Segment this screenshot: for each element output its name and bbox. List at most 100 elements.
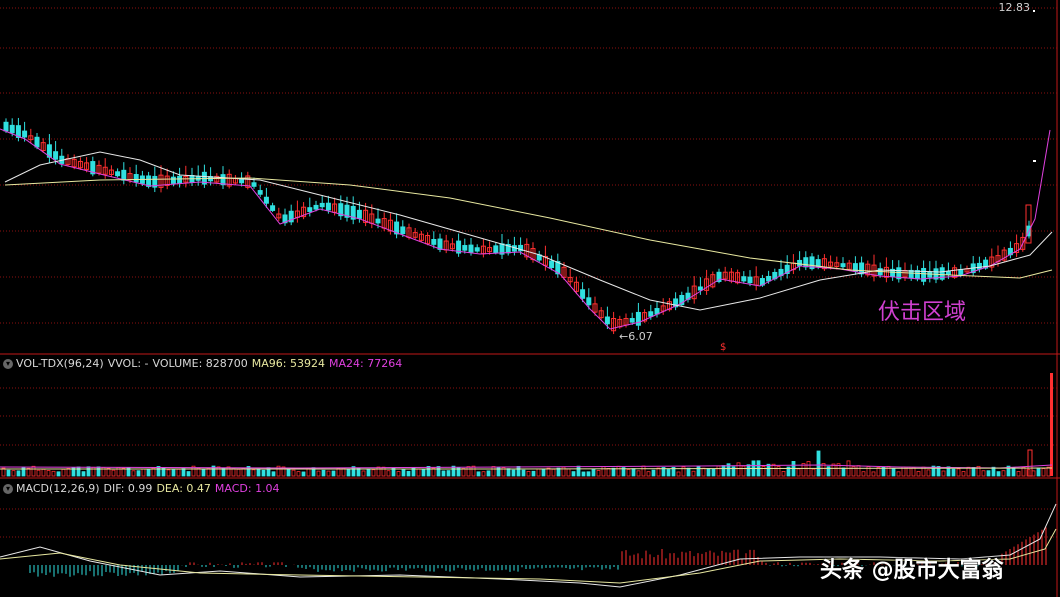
candle-body <box>282 214 288 224</box>
volume-bar <box>771 463 776 477</box>
candle-body <box>945 270 951 276</box>
candle-body <box>449 243 455 250</box>
volume-chart[interactable] <box>0 355 1060 479</box>
volume-bar <box>541 468 546 477</box>
volume-bar <box>646 471 651 477</box>
volume-bar <box>961 471 966 477</box>
candle-body <box>573 281 579 292</box>
volume-bar <box>1027 449 1033 477</box>
volume-bar <box>486 470 491 477</box>
volume-bar <box>466 466 471 477</box>
volume-bar <box>891 468 896 477</box>
volume-bar <box>811 468 816 477</box>
volume-bar <box>51 470 56 477</box>
candle-body <box>976 262 982 270</box>
volume-bar <box>581 471 586 477</box>
volume-bar <box>286 469 291 477</box>
volume-bar <box>11 470 16 477</box>
volume-bar <box>1036 467 1041 477</box>
volume-bar <box>66 468 71 477</box>
volume-bar <box>301 471 306 477</box>
candle-body <box>952 267 958 278</box>
candle-body <box>40 142 46 152</box>
volume-bar <box>586 471 591 477</box>
candle-body <box>766 275 772 282</box>
volume-bar <box>206 468 211 477</box>
volume-bar <box>406 470 411 477</box>
volume-bar <box>471 465 476 477</box>
volume-bar <box>616 465 621 477</box>
volume-bar <box>96 466 101 477</box>
dif-value: DIF: 0.99 <box>103 482 153 495</box>
candle-body <box>1033 10 1035 12</box>
volume-bar <box>971 466 976 477</box>
volume-bar <box>551 468 556 477</box>
volume-bar <box>41 468 46 477</box>
volume-bar <box>796 468 801 477</box>
candle-body <box>549 260 555 269</box>
volume-bar <box>426 466 431 477</box>
ma-short-line <box>0 128 1051 330</box>
volume-bar <box>376 466 381 477</box>
volume-bar <box>601 466 606 477</box>
volume-bar <box>6 469 11 477</box>
candle-body <box>865 263 871 276</box>
volume-bar <box>136 470 141 477</box>
macd-chart[interactable] <box>0 479 1060 597</box>
volume-bar <box>361 470 366 477</box>
volume-bar <box>381 466 386 477</box>
volume-panel[interactable]: ▾ VOL-TDX(96,24) VVOL: - VOLUME: 828700 MA96… <box>0 355 1060 479</box>
candle-body <box>673 298 679 308</box>
volume-bar <box>336 468 341 477</box>
chevron-down-icon[interactable]: ▾ <box>3 484 13 494</box>
candle-body <box>338 203 344 217</box>
volume-bar <box>786 466 791 477</box>
volume-bar <box>106 467 111 477</box>
volume-bar <box>976 465 981 477</box>
candle-body <box>642 312 648 322</box>
candle-body <box>34 136 40 148</box>
volume-bar <box>276 465 281 477</box>
macd-panel[interactable]: ▾ MACD(12,26,9) DIF: 0.99 DEA: 0.47 MACD: 1.… <box>0 479 1060 597</box>
candle-body <box>400 226 406 235</box>
candle-body <box>586 297 592 306</box>
volume-bar <box>686 467 691 477</box>
volume-bar <box>841 467 846 477</box>
volume-bar <box>451 465 456 477</box>
candle-body <box>164 175 170 186</box>
volume-bar <box>861 471 866 477</box>
candle-body <box>251 182 257 187</box>
candle-body <box>821 258 827 270</box>
candle-body <box>1001 249 1007 261</box>
volume-bar <box>146 469 151 477</box>
volume-header: ▾ VOL-TDX(96,24) VVOL: - VOLUME: 828700 MA96… <box>0 356 406 372</box>
candle-body <box>1020 236 1026 250</box>
chevron-down-icon[interactable]: ▾ <box>3 359 13 369</box>
volume-bar <box>61 468 66 477</box>
volume-bar <box>951 468 956 477</box>
volume-bar <box>781 471 786 477</box>
volume-bar <box>191 465 196 477</box>
volume-bar <box>411 467 416 477</box>
candle-body <box>214 175 220 183</box>
vol-indicator-title[interactable]: VOL-TDX(96,24) <box>16 357 104 370</box>
candle-body <box>654 308 660 315</box>
volume-bar <box>321 469 326 477</box>
volume-bar <box>186 471 191 477</box>
macd-indicator-title[interactable]: MACD(12,26,9) <box>16 482 100 495</box>
candle-body <box>896 267 902 280</box>
dif-line <box>0 503 1057 588</box>
candle-body <box>1025 204 1032 244</box>
volume-bar <box>831 463 836 477</box>
volume-bar <box>346 469 351 477</box>
candlestick-chart[interactable] <box>0 0 1060 355</box>
volume-bar <box>836 463 841 477</box>
candle-body <box>257 190 263 195</box>
volume-bar <box>606 467 611 477</box>
vvol-value: VVOL: - <box>107 357 149 370</box>
volume-bar <box>711 468 716 477</box>
candle-body <box>437 238 443 250</box>
price-chart-panel[interactable]: 12.83 ←6.07 伏击区域 $ <box>0 0 1060 355</box>
volume-bar <box>726 463 731 477</box>
volume-bar <box>666 469 671 477</box>
